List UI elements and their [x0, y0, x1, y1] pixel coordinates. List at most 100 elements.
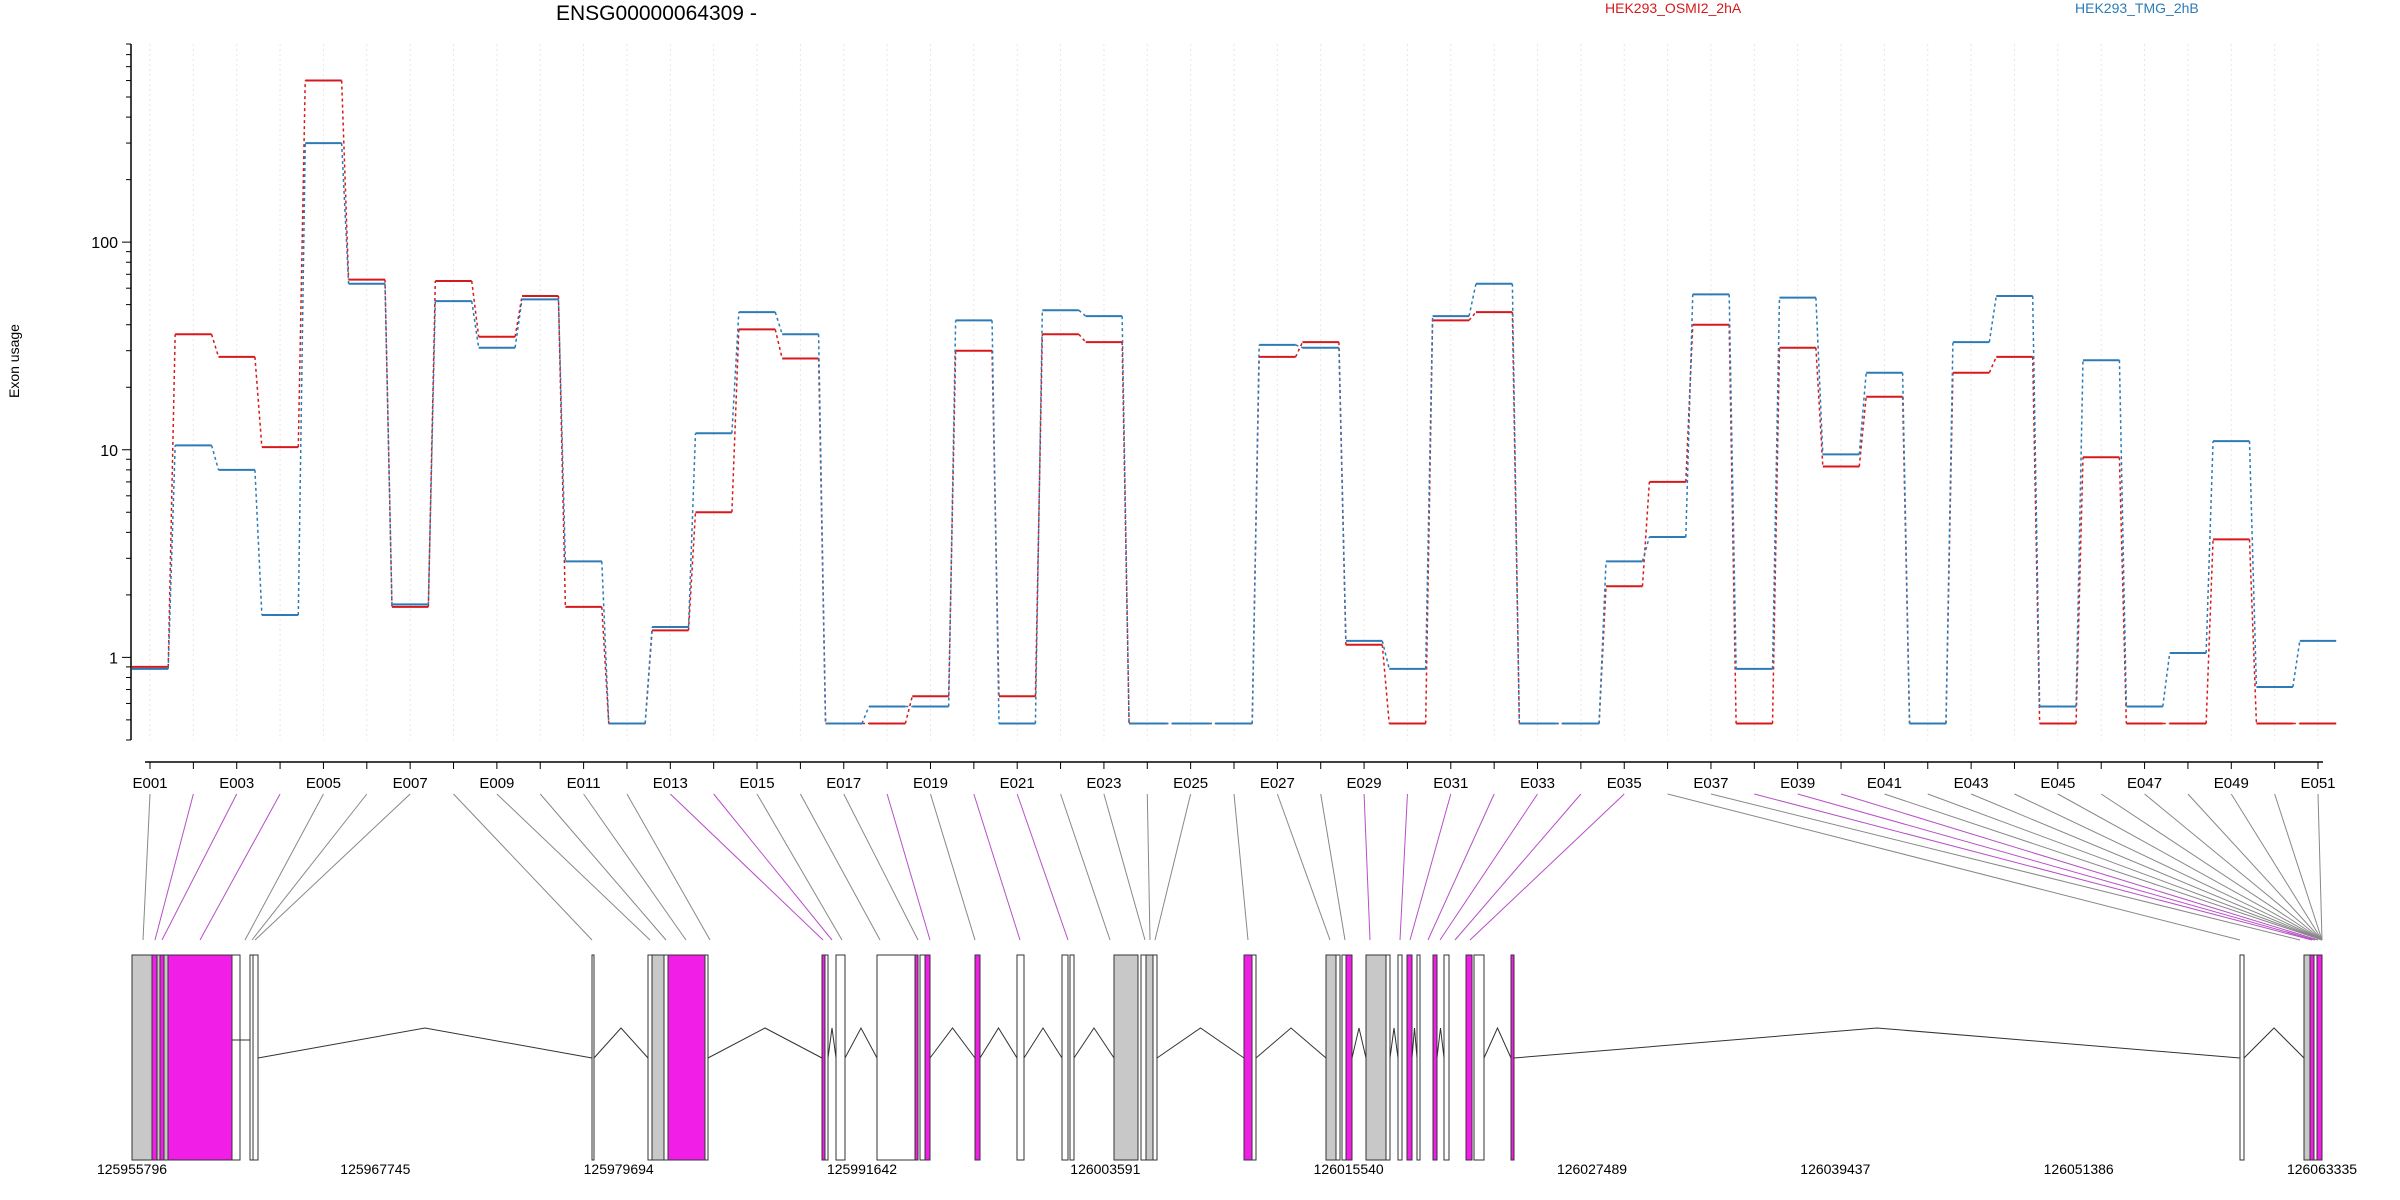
exon-connector [1409, 793, 1452, 941]
exon-transition [1815, 347, 1824, 467]
exon-connector [1427, 793, 1495, 941]
genomic-coordinate-label: 126063335 [2287, 1161, 2357, 1177]
exon-transition [1295, 344, 1303, 349]
exon-connector [2274, 793, 2323, 941]
exon-transition [2205, 441, 2214, 654]
exon-connector [453, 793, 593, 941]
exon-transition [1034, 334, 1044, 697]
y-tick-label: 100 [91, 235, 118, 252]
x-tick-label: E027 [1260, 775, 1295, 792]
exon-box [1432, 954, 1438, 1161]
exon-transition [2248, 539, 2258, 724]
exon-connector [1927, 793, 2323, 941]
exon-transition [2031, 356, 2041, 724]
exon-transition [1641, 536, 1651, 562]
exon-transition [340, 80, 350, 280]
exon-box [163, 954, 169, 1161]
exon-connector [1970, 793, 2323, 941]
exon-box [1473, 954, 1485, 1161]
exon-transition [1858, 372, 1867, 455]
exon-box [914, 954, 919, 1161]
x-tick-label: E035 [1607, 775, 1642, 792]
genomic-coordinate-label: 126003591 [1070, 1161, 1140, 1177]
exon-connector [799, 793, 881, 941]
exon-box [924, 954, 931, 1161]
exon-transition [1728, 294, 1737, 669]
x-tick-label: E009 [479, 775, 514, 792]
exon-transition [817, 334, 827, 724]
exon-transition [427, 301, 437, 605]
intron-line [1513, 1027, 2241, 1059]
intron-line [257, 1027, 593, 1059]
exon-connector [1667, 793, 2241, 941]
exon-connector [1797, 793, 2316, 941]
series-lines [131, 79, 2337, 725]
exon-transition [2075, 360, 2084, 707]
exon-box [1113, 954, 1139, 1161]
legend-entry-tmg: HEK293_TMG_2hB [2075, 0, 2199, 16]
exon-transition [254, 356, 263, 448]
exon-transition [1078, 309, 1087, 317]
intron-line [1411, 1027, 1418, 1059]
intron-line [707, 1027, 823, 1059]
x-tick-label: E021 [1000, 775, 1035, 792]
exon-box [167, 954, 233, 1161]
x-tick-label: E047 [2127, 775, 2162, 792]
series-osmi2 [131, 79, 2337, 725]
exon-box [663, 954, 669, 1161]
intron-line [827, 1027, 837, 1059]
genomic-coordinate-label: 126051386 [2044, 1161, 2114, 1177]
exon-connector [713, 793, 833, 941]
x-tick-label: E031 [1433, 775, 1468, 792]
exon-transition [1988, 295, 1998, 343]
genomic-coordinate-label: 126015540 [1314, 1161, 1384, 1177]
exon-connector [244, 793, 324, 941]
exon-box [1341, 954, 1347, 1161]
exon-connector [1103, 793, 1146, 941]
intron-line [1023, 1027, 1063, 1059]
y-tick-label: 10 [100, 443, 118, 460]
exon-transition [514, 295, 523, 337]
exon-transition [167, 445, 176, 669]
exon-box [1397, 954, 1403, 1161]
intron-line [979, 1027, 1018, 1059]
x-tick-label: E049 [2214, 775, 2249, 792]
exon-box [974, 954, 981, 1161]
series-tmg [131, 142, 2337, 725]
x-tick-label: E051 [2300, 775, 2335, 792]
exon-transition [2118, 457, 2128, 724]
exon-connector [2317, 793, 2323, 941]
exon-connector [1320, 793, 1346, 941]
exon-box [1465, 954, 1473, 1161]
exon-transition [1685, 294, 1694, 538]
exon-box [1406, 954, 1413, 1161]
exon-transition [297, 143, 306, 616]
exon-connector [1454, 793, 1582, 941]
exon-transition [1901, 372, 1911, 724]
exon-box [919, 954, 926, 1161]
x-tick-label: E017 [826, 775, 861, 792]
exon-connector [1154, 793, 1192, 941]
exon-connector [2057, 793, 2323, 941]
exon-box [1385, 954, 1391, 1161]
exon-box [131, 954, 153, 1161]
x-tick-label: E025 [1173, 775, 1208, 792]
intron-line [2243, 1027, 2305, 1059]
exon-transition [557, 299, 567, 562]
intron-line [1073, 1027, 1115, 1059]
x-tick-label: E007 [393, 775, 428, 792]
exon-box [2316, 954, 2323, 1161]
y-tick-label: 1 [109, 650, 118, 667]
exon-connector [2230, 793, 2323, 941]
exon-transition [2248, 441, 2258, 688]
exon-connector [1399, 793, 1408, 941]
exon-transition [254, 469, 263, 616]
exon-transition [1294, 341, 1304, 358]
intron-line [844, 1026, 878, 1059]
exon-box [876, 954, 916, 1161]
exon-transition [2162, 652, 2171, 707]
exon-box [667, 954, 706, 1161]
exon-connector [2187, 793, 2323, 941]
exon-transition [1424, 320, 1434, 724]
intron-line [593, 1027, 649, 1059]
